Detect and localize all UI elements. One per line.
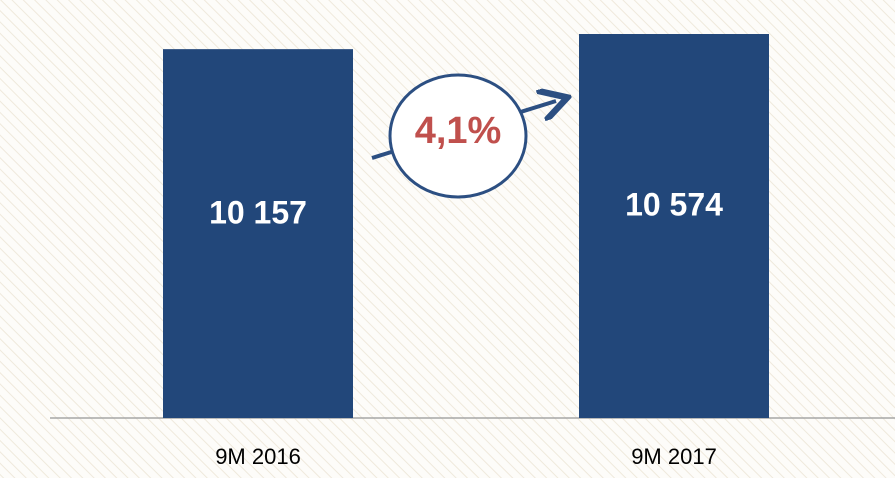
value-label: 10 157 bbox=[209, 195, 307, 231]
x-tick-label: 9M 2016 bbox=[215, 444, 301, 469]
growth-label: 4,1% bbox=[415, 110, 502, 152]
x-tick-label: 9M 2017 bbox=[631, 444, 717, 469]
bar bbox=[163, 49, 353, 419]
value-label: 10 574 bbox=[625, 186, 723, 222]
growth-bubble bbox=[388, 73, 528, 199]
bar bbox=[579, 34, 769, 418]
